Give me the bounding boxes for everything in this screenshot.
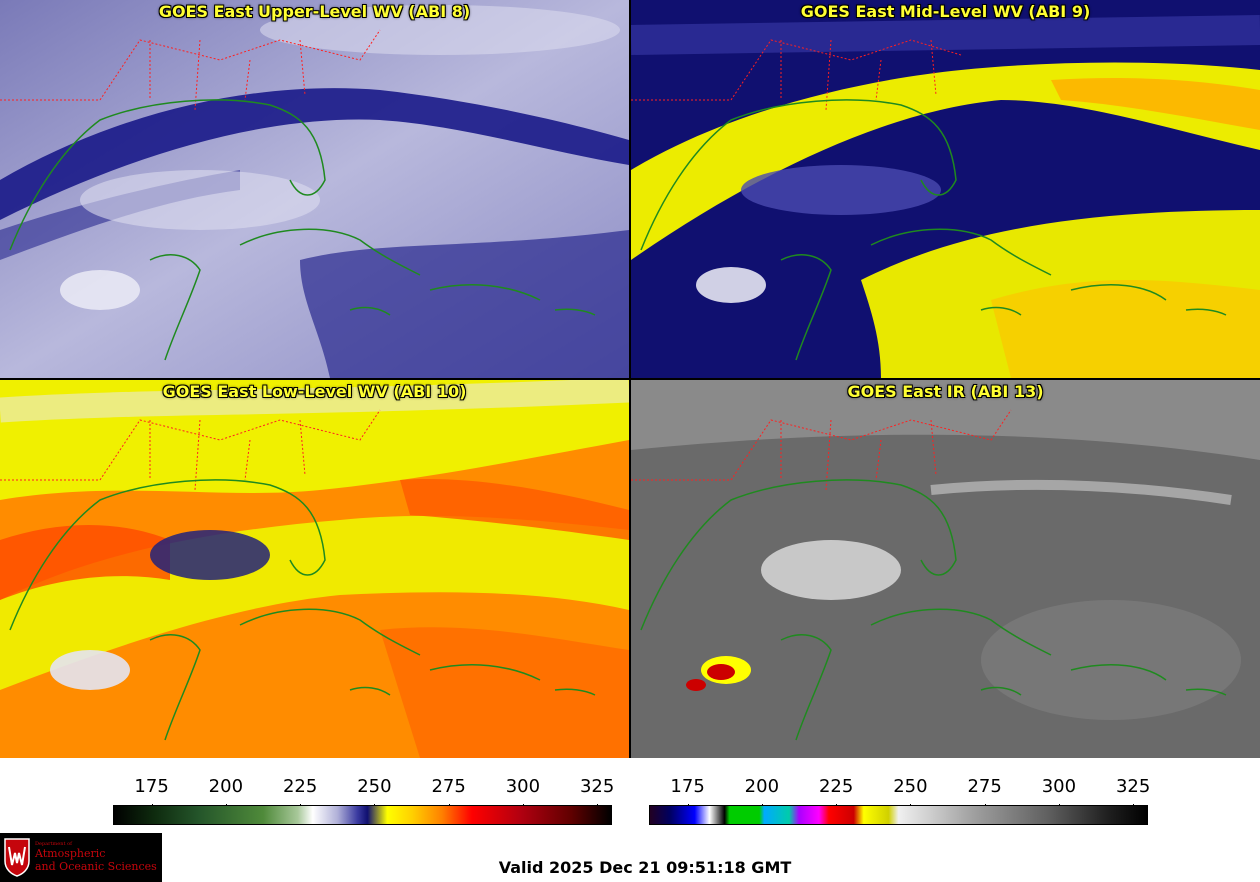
valid-time: Valid 2025 Dec 21 09:51:18 GMT bbox=[498, 858, 792, 877]
panel-mid-level-wv: GOES East Mid-Level WV (ABI 9) bbox=[631, 0, 1260, 378]
logo-line2: and Oceanic Sciences bbox=[35, 860, 157, 873]
tick-label: 325 bbox=[1115, 776, 1151, 797]
panel-upper-level-wv: GOES East Upper-Level WV (ABI 8) bbox=[0, 0, 629, 378]
tick-label: 300 bbox=[1041, 776, 1077, 797]
mid-level-wv-image bbox=[631, 0, 1260, 378]
tick-label: 200 bbox=[208, 776, 244, 797]
satellite-image-grid: GOES East Upper-Level WV (ABI 8) GOES Ea… bbox=[0, 0, 1260, 758]
tick-label: 275 bbox=[967, 776, 1002, 797]
aos-logo: Department of Atmospheric and Oceanic Sc… bbox=[0, 833, 162, 882]
low-level-wv-image bbox=[0, 380, 629, 758]
university-crest-icon bbox=[4, 838, 30, 877]
colorbar-area: 175 200 225 250 275 300 325 175 200 225 250 275 300… bbox=[0, 758, 1260, 882]
ir-image bbox=[631, 380, 1260, 758]
tick-label: 300 bbox=[505, 776, 541, 797]
tick-label: 200 bbox=[744, 776, 780, 797]
panel-low-level-wv: GOES East Low-Level WV (ABI 10) bbox=[0, 380, 629, 758]
wv-colorbar bbox=[113, 805, 612, 825]
tick-label: 275 bbox=[431, 776, 466, 797]
tick-label: 175 bbox=[134, 776, 169, 797]
ir-colorbar bbox=[649, 805, 1148, 825]
logo-line1: Atmospheric bbox=[35, 847, 106, 860]
tick-label: 225 bbox=[818, 776, 854, 797]
tick-label: 225 bbox=[282, 776, 318, 797]
logo-dept-text: Department of bbox=[35, 841, 72, 847]
tick-label: 325 bbox=[579, 776, 615, 797]
tick-label: 175 bbox=[670, 776, 705, 797]
upper-level-wv-image bbox=[0, 0, 629, 378]
panel-ir: GOES East IR (ABI 13) bbox=[631, 380, 1260, 758]
tick-label: 250 bbox=[893, 776, 928, 797]
tick-label: 250 bbox=[357, 776, 392, 797]
